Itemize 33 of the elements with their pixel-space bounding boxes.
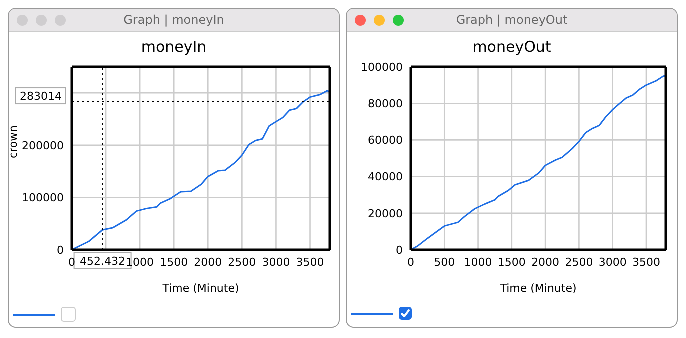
ref-line-label: 452.432	[80, 255, 126, 268]
chart-title: moneyOut	[472, 38, 552, 58]
x-tick-label: 2000	[532, 256, 560, 269]
x-tick-label: 3000	[262, 256, 290, 269]
y-tick-label: 0	[396, 244, 403, 257]
y-tick-label: 100000	[22, 192, 64, 205]
x-tick-label: 2500	[228, 256, 256, 269]
x-tick-label: 1500	[160, 256, 188, 269]
y-tick-label: 40000	[368, 170, 403, 184]
y-tick-label: 200000	[22, 139, 64, 152]
y-axis-title: crown	[6, 125, 20, 158]
x-tick-label: 3000	[598, 256, 627, 269]
x-tick-label: 2000	[194, 256, 222, 269]
x-tick-label: 0	[408, 256, 414, 269]
y-tick-label: 100000	[361, 60, 403, 74]
y-tick-label: 0	[57, 244, 64, 257]
x-tick-label: 2500	[565, 256, 594, 269]
x-tick-label: 1500	[498, 256, 526, 269]
text: Graph | moneyIn	[124, 13, 224, 27]
y-tick-label: 20000	[368, 207, 403, 220]
x-tick-label: 3500	[296, 256, 324, 269]
x-tick-label: 3500	[632, 256, 660, 269]
y-tick-label: 60000	[368, 134, 403, 148]
x-tick-label: 1000	[464, 256, 492, 269]
ref-line-label: 283014	[20, 90, 62, 104]
x-tick-label: 500	[434, 256, 456, 269]
x-tick-label: 0	[68, 256, 76, 269]
x-tick-label: 1000	[126, 256, 154, 269]
x-axis-title: Time (Minute)	[162, 282, 240, 295]
y-tick-label: 80000	[368, 98, 403, 111]
text: Graph | moneyOut	[456, 13, 568, 27]
x-axis-title: Time (Minute)	[499, 282, 577, 295]
chart-title: moneyIn	[140, 38, 208, 58]
